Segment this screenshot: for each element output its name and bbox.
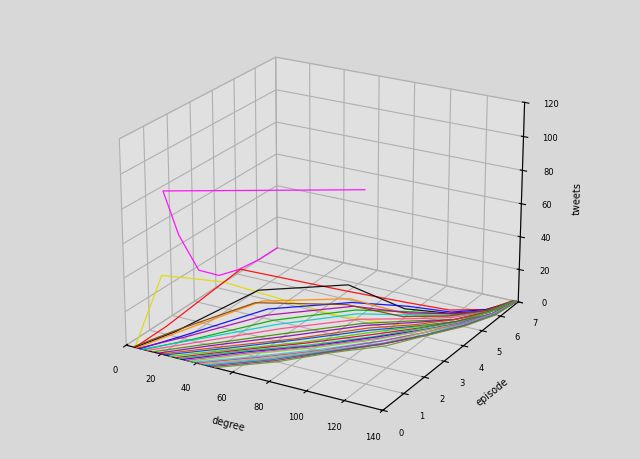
X-axis label: degree: degree	[210, 415, 246, 433]
Y-axis label: episode: episode	[474, 376, 510, 408]
